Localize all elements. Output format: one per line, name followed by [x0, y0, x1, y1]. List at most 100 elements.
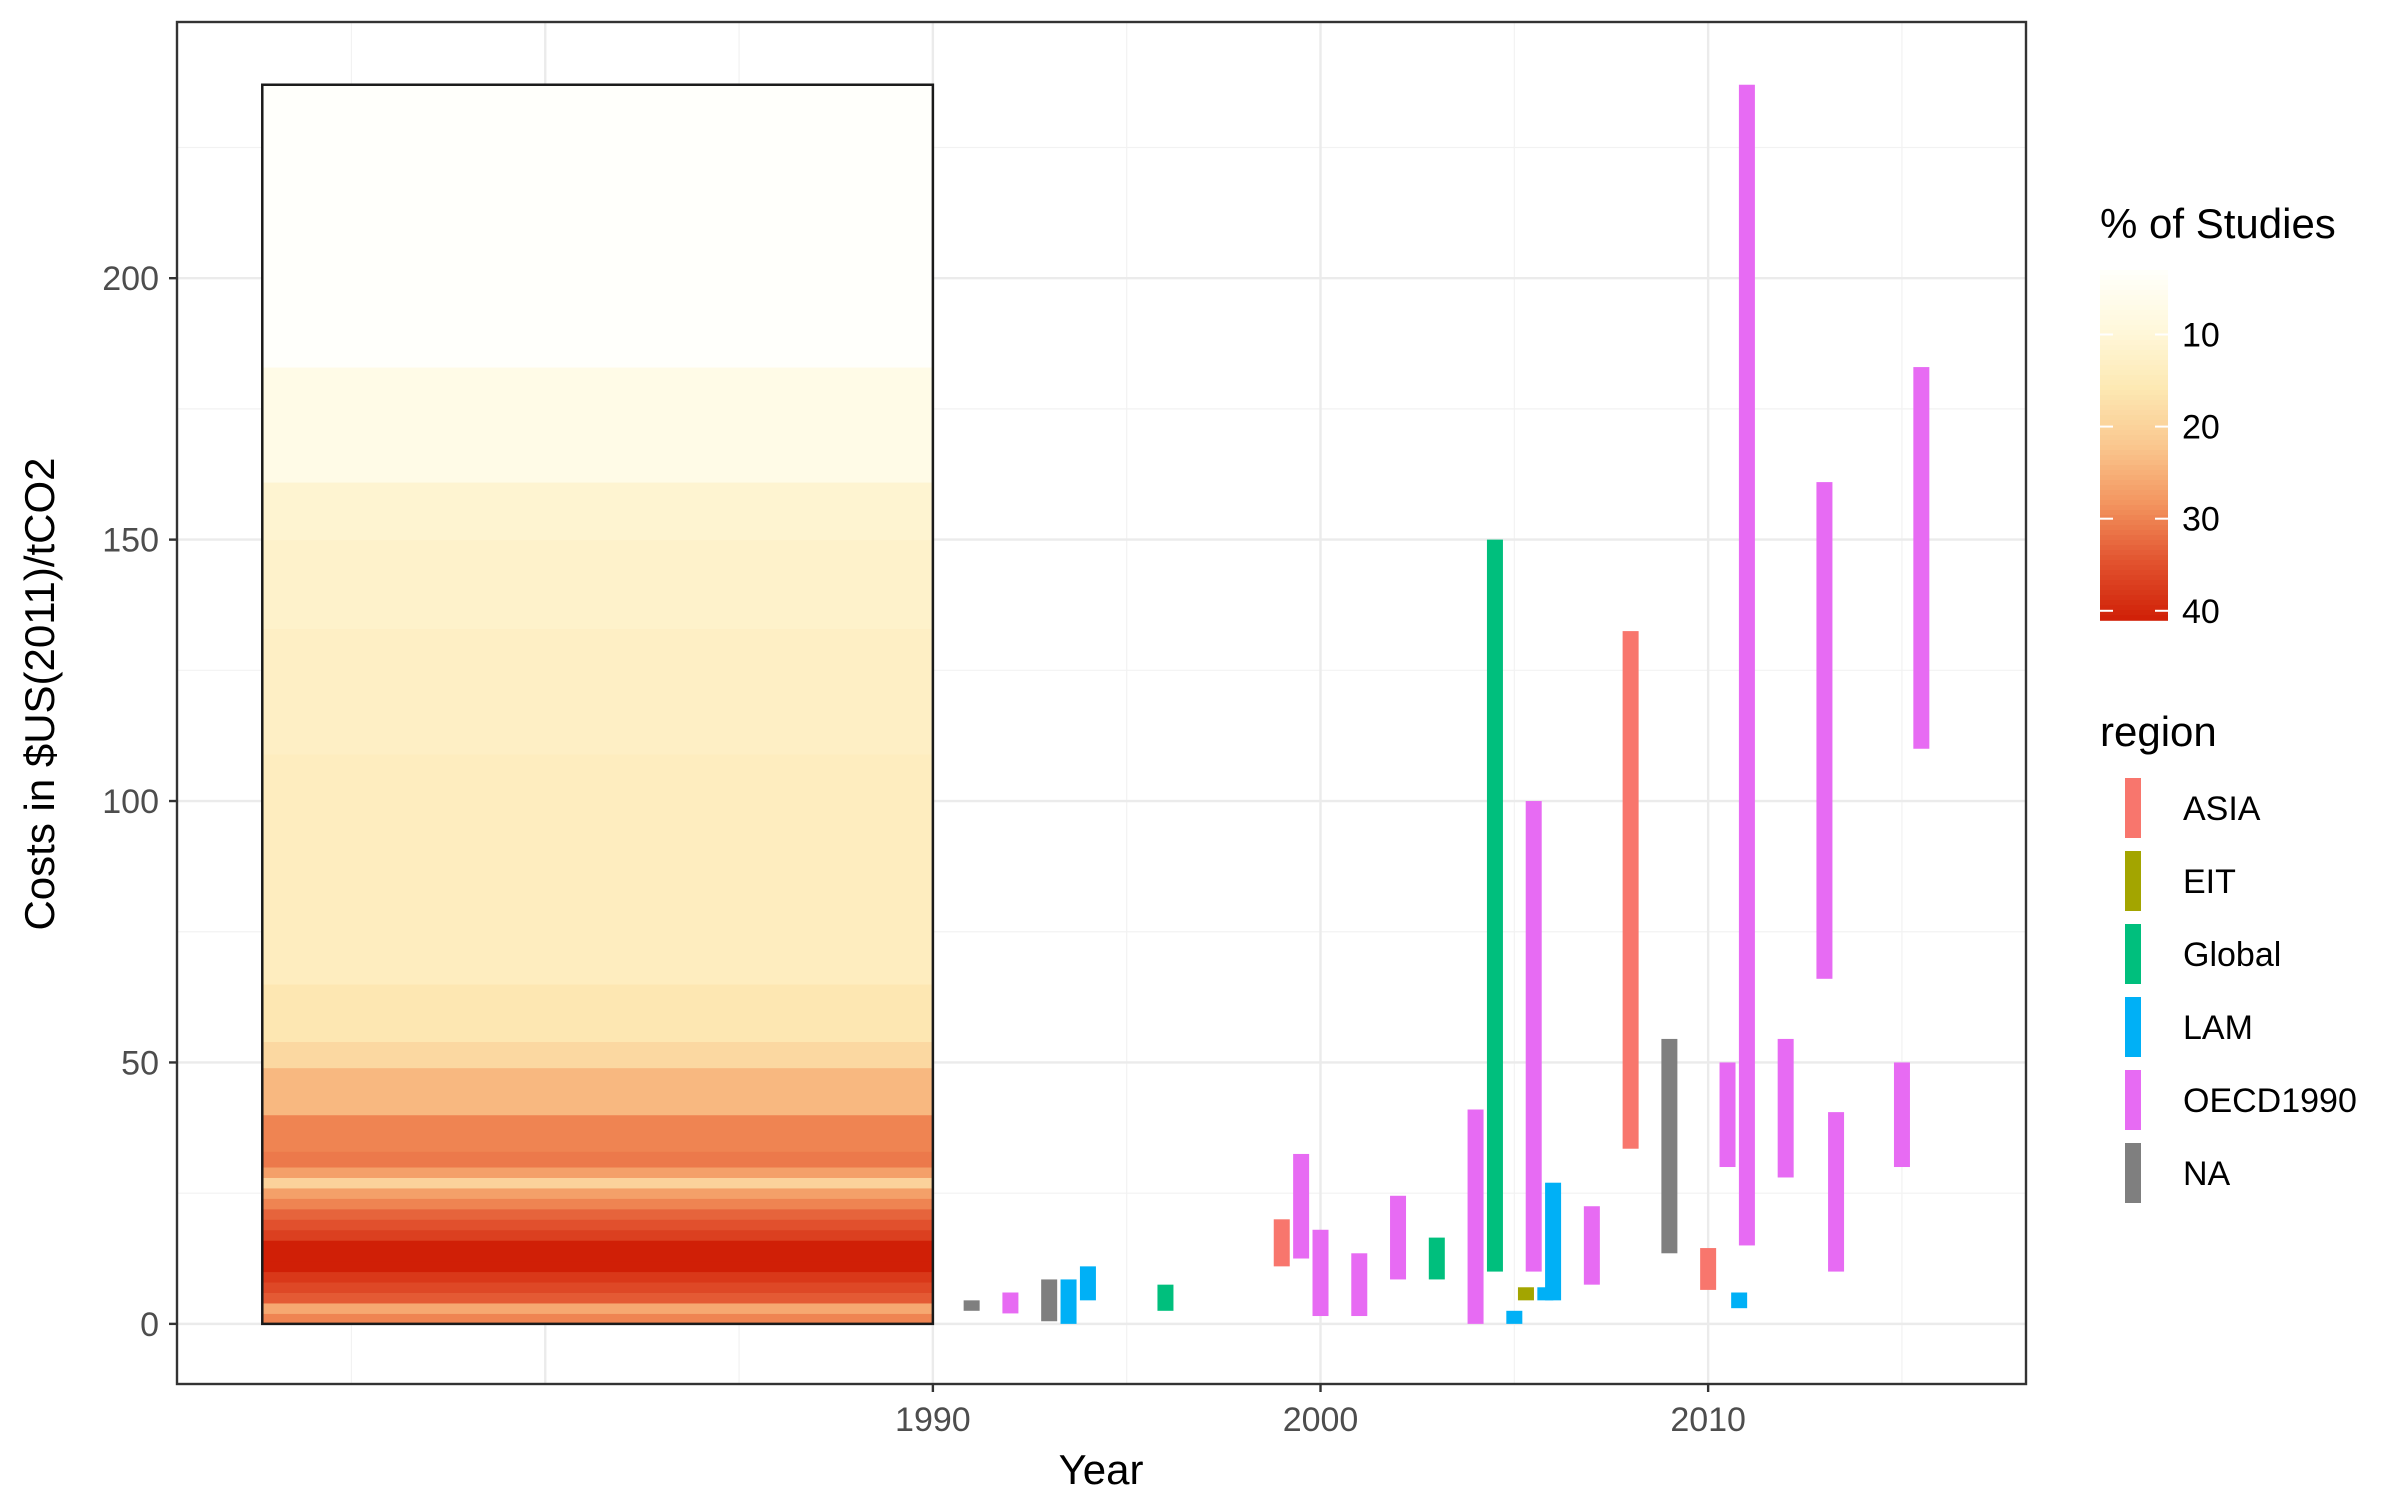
fill-legend-swatch: [2100, 600, 2168, 606]
fill-legend-swatch: [2100, 285, 2168, 291]
fill-legend-swatch: [2100, 365, 2168, 371]
range-bar-lam: [1506, 1310, 1523, 1324]
range-bar-oecd1990: [1467, 1109, 1484, 1324]
fill-legend-swatch: [2100, 560, 2168, 566]
y-tick-label: 200: [102, 260, 159, 298]
fill-legend-swatch: [2100, 370, 2168, 376]
summary-band: [262, 84, 933, 368]
summary-band: [262, 1198, 933, 1210]
summary-band: [262, 1177, 933, 1189]
fill-legend-swatch: [2100, 445, 2168, 451]
plot-area: 0 50 100 150 200 1990 2000 2010: [102, 20, 2028, 1439]
range-bar-na: [963, 1300, 980, 1311]
summary-band: [262, 1250, 933, 1262]
fill-legend-swatch: [2100, 575, 2168, 581]
summary-band: [262, 539, 933, 629]
fill-legend-swatch: [2100, 450, 2168, 456]
range-bar-oecd1990: [1816, 482, 1833, 979]
range-bar-lam: [1079, 1266, 1096, 1301]
fill-legend-swatch: [2100, 270, 2168, 276]
fill-legend-swatch: [2100, 490, 2168, 496]
fill-legend-swatch: [2100, 420, 2168, 426]
x-tick-label: 2010: [1670, 1401, 1746, 1439]
fill-legend-swatch: [2100, 595, 2168, 601]
legend-key-asia: [2125, 778, 2141, 838]
panel-border: [175, 20, 2028, 1386]
y-axis-title: Costs in $US(2011)/tCO2: [16, 457, 63, 930]
legend-key-eit: [2125, 851, 2141, 911]
x-tick-label: 2000: [1283, 1401, 1359, 1439]
range-bar-eit: [1517, 1287, 1534, 1301]
legend-key-global: [2125, 924, 2141, 984]
fill-legend-swatch: [2100, 540, 2168, 546]
fill-legend-swatch: [2100, 520, 2168, 526]
range-bar-global: [1428, 1237, 1445, 1280]
range-bar-oecd1990: [1913, 367, 1930, 749]
summary-band: [262, 1271, 933, 1283]
fill-legend-swatch: [2100, 605, 2168, 611]
summary-band: [262, 1292, 933, 1304]
fill-legend-swatch: [2100, 505, 2168, 511]
fill-legend-swatch: [2100, 350, 2168, 356]
legend-label-eit: EIT: [2183, 863, 2236, 901]
legend-label-asia: ASIA: [2183, 790, 2261, 828]
range-bar-asia: [1273, 1219, 1290, 1267]
legend-label-lam: LAM: [2183, 1009, 2253, 1047]
range-bar-asia: [1622, 631, 1639, 1149]
fill-legend-swatch: [2100, 315, 2168, 321]
summary-band: [262, 984, 933, 1043]
fill-legend: % of Studies 10 20 30 40: [2100, 200, 2336, 631]
range-bar-oecd1990: [1351, 1253, 1368, 1317]
legend-label-global: Global: [2183, 936, 2281, 974]
fill-legend-swatch: [2100, 325, 2168, 331]
fill-legend-swatch: [2100, 280, 2168, 286]
fill-legend-swatch: [2100, 485, 2168, 491]
y-tick-label: 150: [102, 522, 159, 560]
y-tick-label: 0: [140, 1306, 159, 1344]
fill-legend-swatch: [2100, 545, 2168, 551]
fill-legend-swatch: [2100, 460, 2168, 466]
summary-band: [262, 1187, 933, 1199]
legend-key-oecd1990: [2125, 1070, 2141, 1130]
summary-band: [262, 1261, 933, 1273]
summary-band: [262, 1219, 933, 1231]
range-bar-global: [1157, 1284, 1174, 1311]
fill-legend-swatch: [2100, 535, 2168, 541]
range-bar-oecd1990: [1828, 1112, 1845, 1272]
summary-band: [262, 1151, 933, 1168]
fill-legend-title: % of Studies: [2100, 200, 2336, 247]
fill-legend-swatch: [2100, 425, 2168, 431]
fill-legend-swatch: [2100, 345, 2168, 351]
fill-legend-label: 30: [2182, 501, 2220, 539]
fill-legend-swatch: [2100, 330, 2168, 336]
range-bar-lam: [1060, 1279, 1077, 1324]
range-bar-lam: [1545, 1182, 1562, 1301]
fill-legend-swatch: [2100, 530, 2168, 536]
fill-legend-swatch: [2100, 585, 2168, 591]
fill-legend-swatch: [2100, 340, 2168, 346]
fill-legend-swatch: [2100, 570, 2168, 576]
x-axis-title: Year: [1059, 1446, 1144, 1493]
fill-legend-swatch: [2100, 415, 2168, 421]
range-bar-global: [1486, 539, 1503, 1272]
fill-legend-swatch: [2100, 405, 2168, 411]
summary-band: [262, 1240, 933, 1252]
fill-legend-swatch: [2100, 380, 2168, 386]
fill-legend-swatch: [2100, 500, 2168, 506]
fill-legend-swatch: [2100, 495, 2168, 501]
range-bar-na: [1041, 1279, 1058, 1322]
summary-band: [262, 1313, 933, 1325]
summary-band: [262, 1114, 933, 1152]
fill-legend-swatch: [2100, 335, 2168, 341]
fill-legend-swatch: [2100, 525, 2168, 531]
fill-legend-swatch: [2100, 305, 2168, 311]
summary-box-outline: [261, 83, 935, 1326]
fill-legend-swatch: [2100, 310, 2168, 316]
legend-key-na: [2125, 1143, 2141, 1203]
y-tick-label: 100: [102, 783, 159, 821]
range-bar-na: [1661, 1038, 1678, 1254]
fill-legend-swatch: [2100, 580, 2168, 586]
range-bar-asia: [1700, 1248, 1717, 1290]
fill-legend-label: 10: [2182, 316, 2220, 354]
fill-legend-swatch: [2100, 275, 2168, 281]
